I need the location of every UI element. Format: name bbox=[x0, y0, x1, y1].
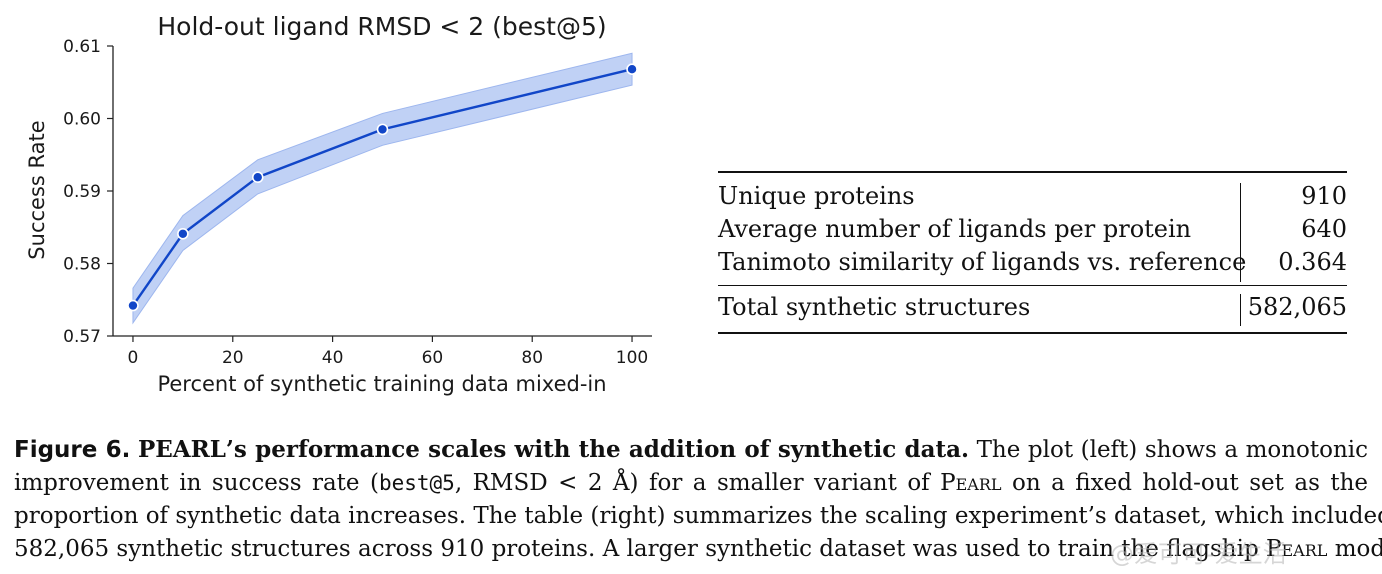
x-tick-label: 60 bbox=[422, 348, 444, 368]
table-total-row: Total synthetic structures 582,065 bbox=[718, 291, 1347, 324]
plot-area: 0.57 0.58 0.59 0.60 0.61 0 20 40 60 80 100 bbox=[63, 37, 652, 368]
caption-line-4: 582,065 synthetic structures across 910 … bbox=[14, 533, 1382, 566]
caption-title: PEARL’s performance scales with the addi… bbox=[138, 436, 969, 463]
y-tick-label: 0.57 bbox=[63, 327, 101, 347]
table-row: Unique proteins 910 bbox=[718, 180, 1347, 213]
table-row: Average number of ligands per protein 64… bbox=[718, 213, 1347, 246]
row-value-unique-proteins: 910 bbox=[1301, 182, 1347, 210]
figure-caption: Figure 6. PEARL’s performance scales wit… bbox=[14, 433, 1382, 566]
caption-l4-pre: 582,065 synthetic structures across 910 … bbox=[14, 536, 1266, 562]
x-tick-label: 100 bbox=[616, 348, 648, 368]
caption-l2-pre: improvement in success rate ( bbox=[14, 470, 379, 496]
data-point bbox=[376, 123, 389, 136]
row-label-avg-ligands: Average number of ligands per protein bbox=[718, 215, 1192, 243]
title-brand-rest: EARL bbox=[155, 436, 226, 463]
x-tick-label: 0 bbox=[128, 348, 139, 368]
x-tick-label: 40 bbox=[322, 348, 344, 368]
table-row: Tanimoto similarity of ligands vs. refer… bbox=[718, 246, 1347, 279]
brand-name: Pearl bbox=[940, 470, 1002, 496]
data-point bbox=[626, 63, 638, 75]
x-axis-label: Percent of synthetic training data mixed… bbox=[157, 372, 606, 396]
caption-l2-mid: , RMSD < 2 Å) for a smaller variant of bbox=[454, 470, 941, 496]
row-value-tanimoto: 0.364 bbox=[1278, 248, 1347, 276]
figure-label: Figure 6. bbox=[14, 437, 131, 463]
data-point bbox=[127, 299, 139, 312]
plot-title: Hold-out ligand RMSD < 2 (best@5) bbox=[157, 12, 606, 41]
row-label-tanimoto: Tanimoto similarity of ligands vs. refer… bbox=[718, 248, 1247, 276]
table-footer: Total synthetic structures 582,065 bbox=[718, 285, 1347, 332]
x-tick-label: 20 bbox=[222, 348, 244, 368]
data-point bbox=[251, 171, 264, 184]
title-brand-initial: P bbox=[137, 436, 156, 463]
caption-l4-post: model bbox=[1334, 536, 1382, 562]
y-tick-label: 0.60 bbox=[63, 110, 101, 130]
table-footer-divider bbox=[1240, 294, 1241, 326]
watermark: @爱可可-爱生活 bbox=[1110, 540, 1287, 568]
brand-name-2: Pearl bbox=[1266, 536, 1328, 562]
series-line bbox=[131, 68, 633, 307]
caption-line-2: improvement in success rate (best@5, RMS… bbox=[14, 467, 1368, 500]
total-value: 582,065 bbox=[1247, 293, 1347, 321]
y-tick-label: 0.61 bbox=[63, 37, 101, 57]
y-tick-label: 0.58 bbox=[63, 255, 101, 275]
x-tick-label: 80 bbox=[521, 348, 543, 368]
total-label: Total synthetic structures bbox=[718, 293, 1031, 321]
caption-line-3: proportion of synthetic data increases. … bbox=[14, 503, 1382, 529]
y-tick-label: 0.59 bbox=[63, 182, 101, 202]
table-column-divider bbox=[1240, 183, 1241, 282]
metric-code: best@5 bbox=[378, 471, 455, 495]
caption-l2-post: on a fixed hold-out set as the bbox=[1001, 470, 1369, 496]
data-point bbox=[177, 227, 189, 240]
caption-line-1-rest: The plot (left) shows a monotonic bbox=[976, 437, 1369, 463]
confidence-band bbox=[132, 52, 633, 325]
row-value-avg-ligands: 640 bbox=[1301, 215, 1347, 243]
caption-line-1: Figure 6. PEARL’s performance scales wit… bbox=[14, 433, 1368, 467]
success-rate-plot: Hold-out ligand RMSD < 2 (best@5) Succes… bbox=[25, 12, 652, 396]
row-label-unique-proteins: Unique proteins bbox=[718, 182, 915, 210]
dataset-summary-table: Unique proteins 910 Average number of li… bbox=[718, 171, 1347, 334]
title-text: ’s performance scales with the addition … bbox=[225, 436, 970, 463]
table-body: Unique proteins 910 Average number of li… bbox=[718, 173, 1347, 285]
y-axis-label: Success Rate bbox=[25, 120, 49, 259]
